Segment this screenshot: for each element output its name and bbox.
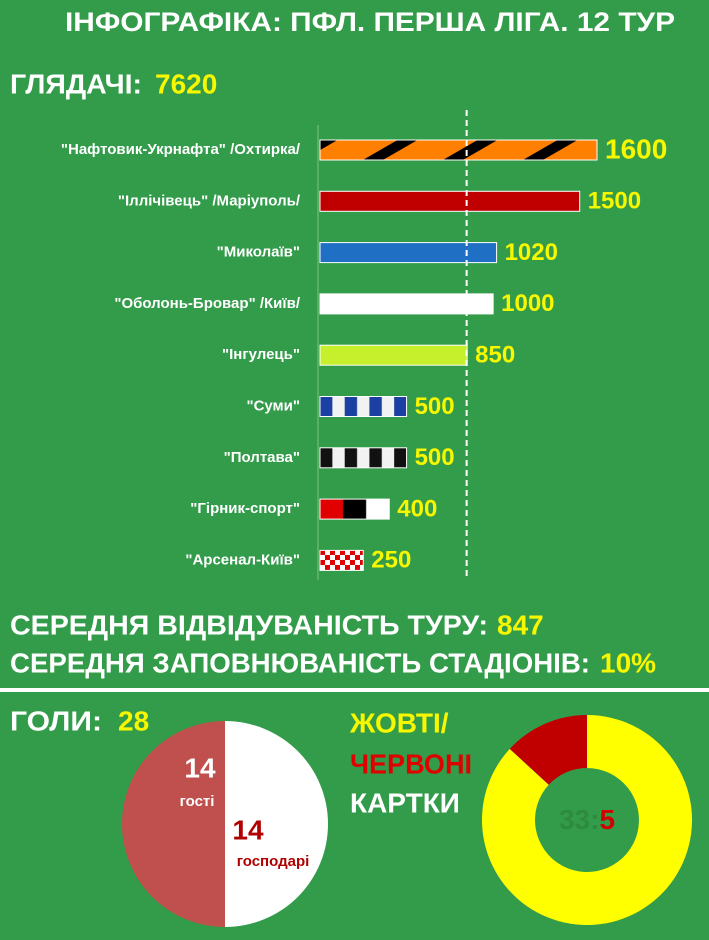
bar xyxy=(319,344,468,366)
bar-label: "Інгулець" xyxy=(222,346,300,363)
stat-label: СЕРЕДНЯ ВІДВІДУВАНІСТЬ ТУРУ: xyxy=(10,609,488,640)
value-label: 250 xyxy=(371,547,411,574)
bar xyxy=(319,447,408,469)
bar-label: "Гірник-спорт" xyxy=(190,500,300,517)
bar-label: "Полтава" xyxy=(224,449,300,466)
slice-value: 14 xyxy=(184,752,216,783)
center-part: 5 xyxy=(599,804,615,835)
bar xyxy=(319,396,408,417)
bar xyxy=(319,242,498,264)
donut-slice xyxy=(509,715,587,785)
donut-center-label: 33:5 xyxy=(559,804,615,835)
bar-label: "Миколаїв" xyxy=(217,244,300,261)
bar-label: "Іллічівець" /Маріуполь/ xyxy=(118,192,301,209)
pie-slice xyxy=(122,721,225,927)
center-part: 33 xyxy=(559,804,590,835)
bar-label: "Оболонь-Бровар" /Київ/ xyxy=(114,295,301,312)
pie-slice xyxy=(225,721,328,927)
value-label: 850 xyxy=(475,342,515,369)
cards-title: КАРТКИ xyxy=(350,787,460,818)
bar xyxy=(319,190,581,212)
goals-total: 28 xyxy=(118,705,149,736)
page-title: ІНФОГРАФІКА: ПФЛ. ПЕРША ЛІГА. 12 ТУР xyxy=(65,7,675,37)
value-label: 1020 xyxy=(505,239,558,266)
bar xyxy=(319,293,494,315)
viewers-total: 7620 xyxy=(155,68,217,99)
slice-label: господарі xyxy=(237,853,310,870)
value-label: 1600 xyxy=(605,133,667,164)
separator xyxy=(0,688,709,692)
bar xyxy=(319,498,390,520)
bar xyxy=(319,139,598,161)
value-label: 400 xyxy=(397,495,437,522)
slice-label: гості xyxy=(180,793,215,810)
viewers-title: ГЛЯДАЧІ: xyxy=(10,68,142,99)
slice-value: 14 xyxy=(232,814,264,845)
center-part: : xyxy=(590,804,599,835)
cards-title: ЖОВТІ/ xyxy=(349,707,449,738)
bar-label: "Нафтовик-Укрнафта" /Охтирка/ xyxy=(61,141,301,158)
value-label: 1000 xyxy=(501,290,554,317)
stat-label: СЕРЕДНЯ ЗАПОВНЮВАНІСТЬ СТАДІОНІВ: xyxy=(10,647,590,678)
cards-title: ЧЕРВОНІ xyxy=(350,748,472,779)
value-label: 500 xyxy=(415,393,455,420)
stat-value: 847 xyxy=(497,609,544,640)
bar xyxy=(319,549,364,571)
goals-title: ГОЛИ: xyxy=(10,705,102,736)
value-label: 500 xyxy=(415,444,455,471)
bar-label: "Арсенал-Київ" xyxy=(185,551,300,568)
bar-label: "Суми" xyxy=(246,397,300,414)
stat-value: 10% xyxy=(600,647,656,678)
value-label: 1500 xyxy=(588,188,641,215)
donut-slice xyxy=(482,715,692,926)
